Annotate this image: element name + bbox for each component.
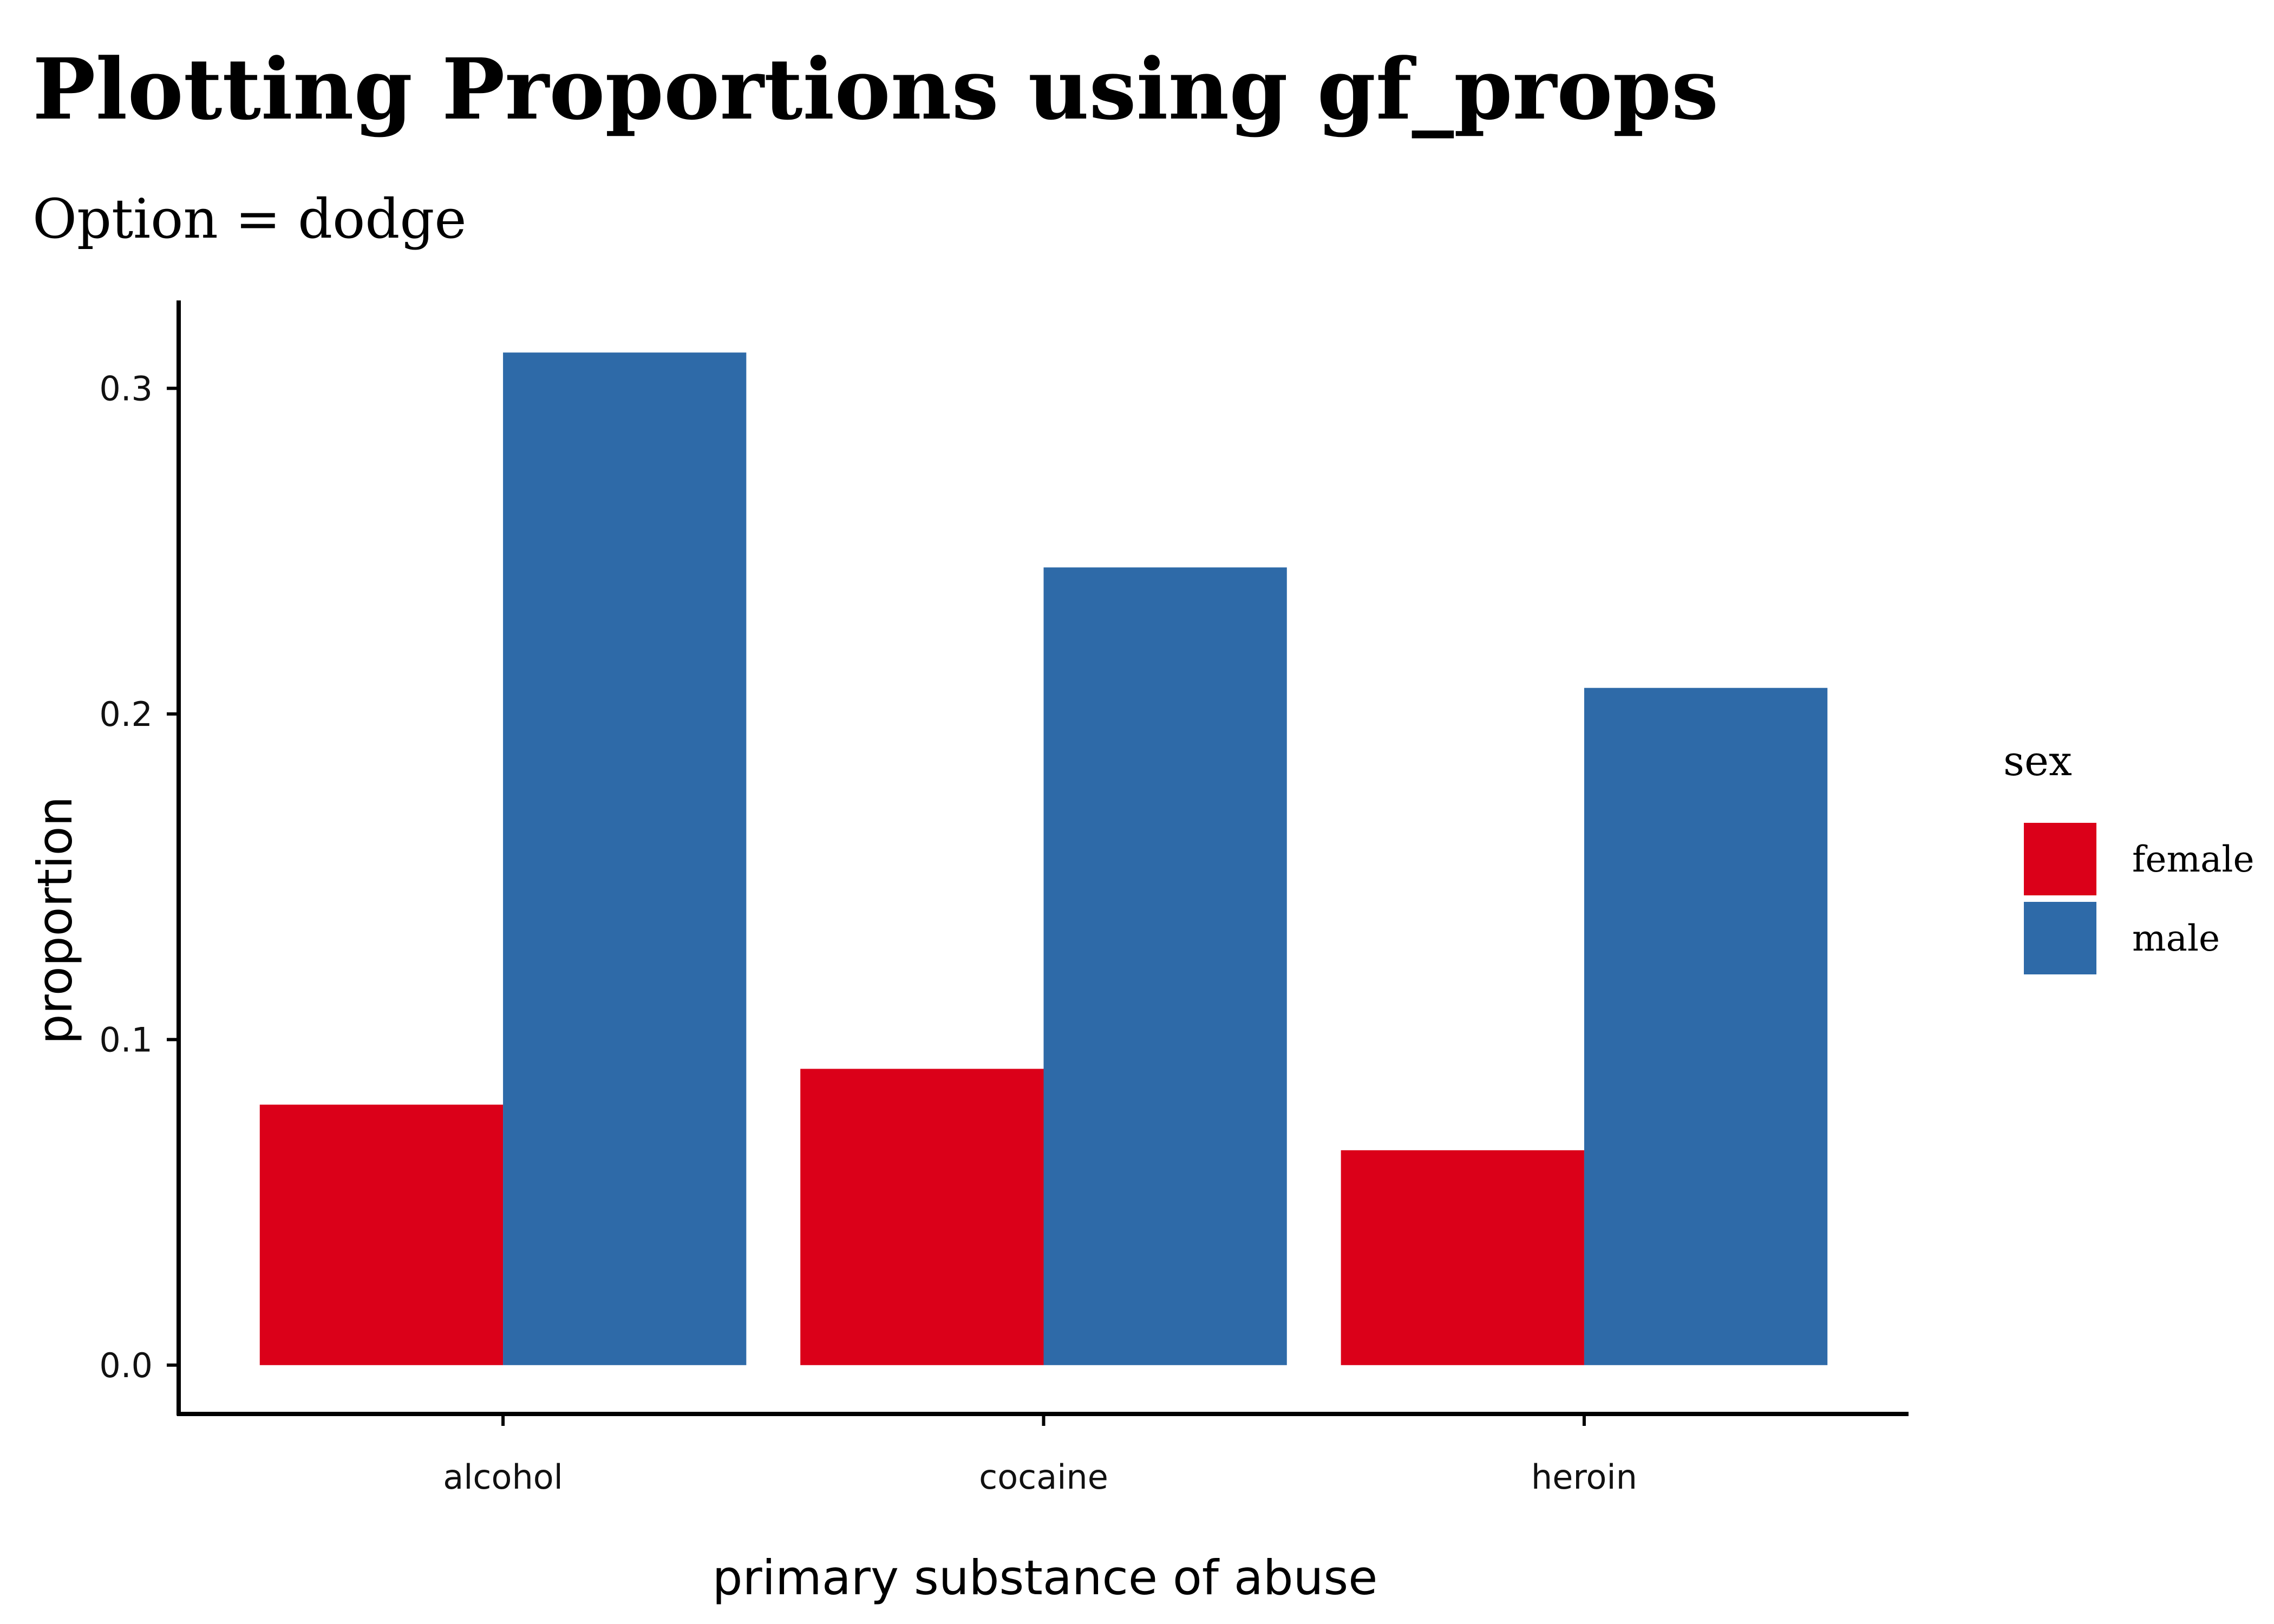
y-tick-label: 0.1 bbox=[99, 1020, 153, 1059]
chart-subtitle: Option = dodge bbox=[32, 187, 467, 251]
legend-label-male: male bbox=[2132, 918, 2220, 959]
axes-layer: 0.0 0.1 0.2 0.3 alcohol cocaine heroin bbox=[99, 300, 1909, 1497]
bar-female-alcohol bbox=[259, 1104, 504, 1365]
legend-label-female: female bbox=[2132, 839, 2255, 880]
bar-male-alcohol bbox=[503, 352, 747, 1365]
legend-title: sex bbox=[2003, 737, 2072, 785]
legend-key-female bbox=[2024, 823, 2096, 895]
bar-female-heroin bbox=[1341, 1150, 1584, 1365]
bar-male-heroin bbox=[1584, 687, 1828, 1365]
chart-title: Plotting Proportions using gf_props bbox=[32, 40, 1719, 139]
x-tick-label-heroin: heroin bbox=[1531, 1457, 1637, 1497]
bars-layer bbox=[259, 352, 1828, 1365]
bar-female-cocaine bbox=[800, 1069, 1044, 1365]
y-axis-title: proportion bbox=[27, 796, 83, 1044]
legend: sex female male bbox=[2003, 737, 2255, 974]
legend-key-male bbox=[2024, 902, 2096, 974]
x-axis-title: primary substance of abuse bbox=[713, 1550, 1378, 1606]
bar-male-cocaine bbox=[1043, 567, 1287, 1365]
y-tick-label: 0.3 bbox=[99, 369, 153, 408]
x-tick-label-alcohol: alcohol bbox=[443, 1457, 563, 1497]
y-tick-label: 0.2 bbox=[99, 695, 153, 734]
y-tick-label: 0.0 bbox=[99, 1346, 153, 1385]
x-tick-label-cocaine: cocaine bbox=[979, 1457, 1108, 1497]
